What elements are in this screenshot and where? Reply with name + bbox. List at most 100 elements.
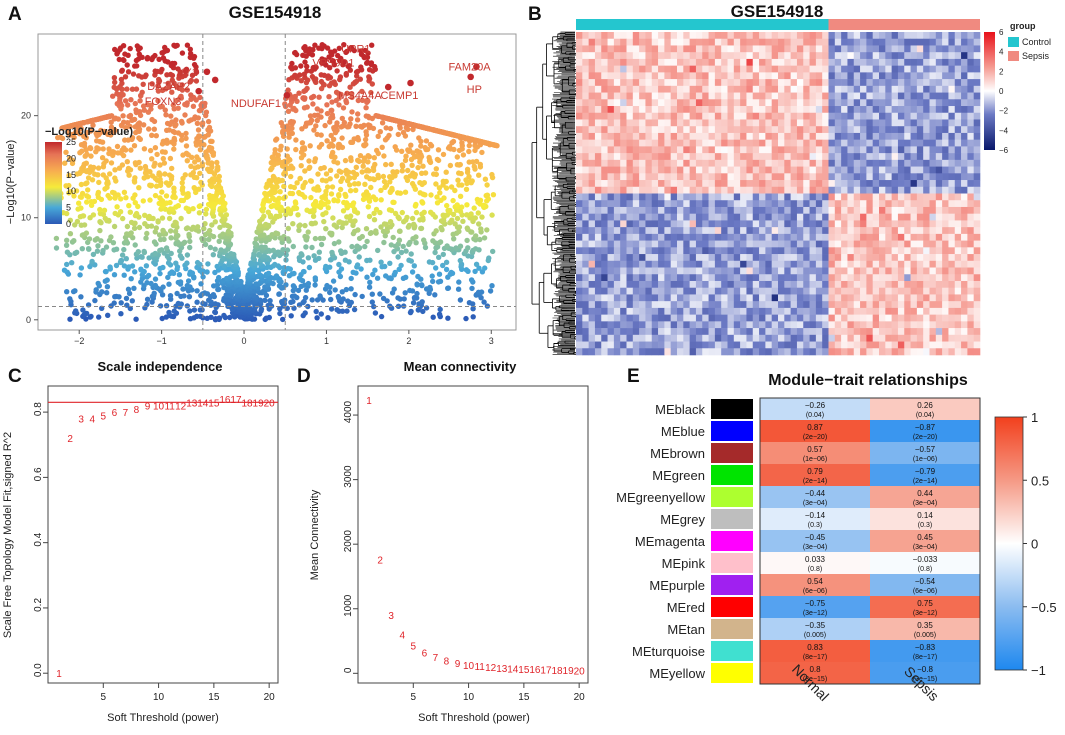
volcano-point (81, 222, 88, 228)
heatmap-cell (645, 32, 653, 40)
volcano-point (312, 235, 319, 242)
volcano-point (278, 120, 284, 126)
volcano-point (302, 294, 309, 301)
volcano-point (323, 263, 329, 270)
heatmap-cell (689, 52, 697, 60)
heatmap-cell (973, 99, 981, 107)
volcano-point (403, 248, 409, 254)
volcano-point (119, 252, 126, 258)
volcano-point (120, 43, 127, 49)
volcano-point (334, 307, 340, 313)
heatmap-cell (670, 65, 678, 73)
heatmap-cell (784, 32, 791, 40)
volcano-point (183, 143, 190, 149)
heatmap-cell (733, 79, 741, 87)
volcano-point (353, 123, 359, 129)
heatmap-cell (961, 38, 968, 46)
heatmap-cell (702, 99, 709, 107)
volcano-gene-label: YY1 (177, 67, 198, 79)
heatmap-cell (695, 38, 703, 46)
heatmap-cell (815, 99, 823, 107)
heatmap-cell (639, 112, 646, 120)
volcano-point (293, 146, 299, 153)
volcano-point (325, 315, 331, 321)
heatmap-cell (828, 85, 836, 93)
heatmap-cell (935, 65, 943, 73)
volcano-point (440, 251, 446, 258)
volcano-point (163, 193, 170, 199)
heatmap-cell (809, 38, 817, 46)
volcano-point (181, 239, 188, 245)
heatmap-cell (733, 65, 741, 73)
heatmap-cell (872, 85, 880, 93)
volcano-point (421, 180, 427, 186)
volcano-point (434, 244, 441, 250)
volcano-point (282, 297, 288, 303)
volcano-legend-colorbar (45, 142, 62, 224)
heatmap-cell (746, 32, 754, 40)
heatmap-cell (879, 112, 886, 120)
volcano-point (126, 290, 133, 297)
heatmap-cell (778, 32, 785, 40)
heatmap-cell (702, 106, 709, 114)
heatmap-cell (664, 45, 671, 53)
volcano-point (432, 292, 438, 298)
volcano-point (152, 160, 158, 166)
volcano-point (437, 306, 443, 313)
volcano-point (173, 260, 179, 266)
heatmap-cell (803, 92, 810, 100)
heatmap-cell (670, 85, 678, 93)
heatmap-cell (929, 112, 937, 120)
volcano-point (159, 315, 165, 322)
volcano-point (157, 303, 164, 309)
heatmap-cell (658, 92, 665, 100)
volcano-point (103, 268, 109, 275)
volcano-point (184, 260, 190, 266)
volcano-point (109, 189, 116, 196)
volcano-point (436, 311, 443, 317)
heatmap-cell (721, 52, 728, 60)
heatmap-cell (967, 79, 974, 87)
volcano-point (285, 87, 291, 93)
volcano-point (112, 46, 118, 53)
volcano-point (220, 231, 226, 237)
volcano-point (212, 219, 218, 225)
heatmap-cell (885, 58, 892, 66)
heatmap-cell (626, 65, 634, 73)
heatmap-cell (740, 92, 747, 100)
volcano-point (265, 270, 272, 276)
volcano-point (109, 113, 115, 119)
volcano-point (164, 137, 170, 143)
heatmap-cell (651, 112, 659, 120)
heatmap-cell (910, 112, 918, 120)
heatmap-cell (594, 99, 602, 107)
heatmap-cell (759, 106, 766, 114)
volcano-point (94, 138, 100, 144)
heatmap-cell (651, 92, 659, 100)
volcano-point (482, 176, 489, 182)
heatmap-cell (771, 85, 779, 93)
volcano-point (475, 210, 481, 216)
heatmap-cell (752, 52, 760, 60)
volcano-point (288, 173, 294, 180)
volcano-point (300, 95, 306, 101)
heatmap-cell (695, 45, 703, 53)
heatmap-cell (588, 112, 596, 120)
heatmap-cell (942, 58, 949, 66)
heatmap-cell (651, 85, 659, 93)
heatmap-cell (929, 79, 937, 87)
heatmap-cell (664, 79, 671, 87)
volcano-point (413, 240, 419, 246)
heatmap-cell (689, 38, 697, 46)
volcano-point (175, 300, 181, 307)
heatmap-cell (778, 52, 785, 60)
heatmap-cell (664, 99, 671, 107)
volcano-point (290, 221, 296, 227)
volcano-point (146, 272, 152, 279)
heatmap-cell (607, 65, 615, 73)
volcano-point (221, 312, 227, 319)
volcano-point (124, 86, 130, 92)
heatmap-cell (721, 38, 728, 46)
volcano-point (133, 86, 140, 92)
volcano-point (128, 219, 135, 226)
